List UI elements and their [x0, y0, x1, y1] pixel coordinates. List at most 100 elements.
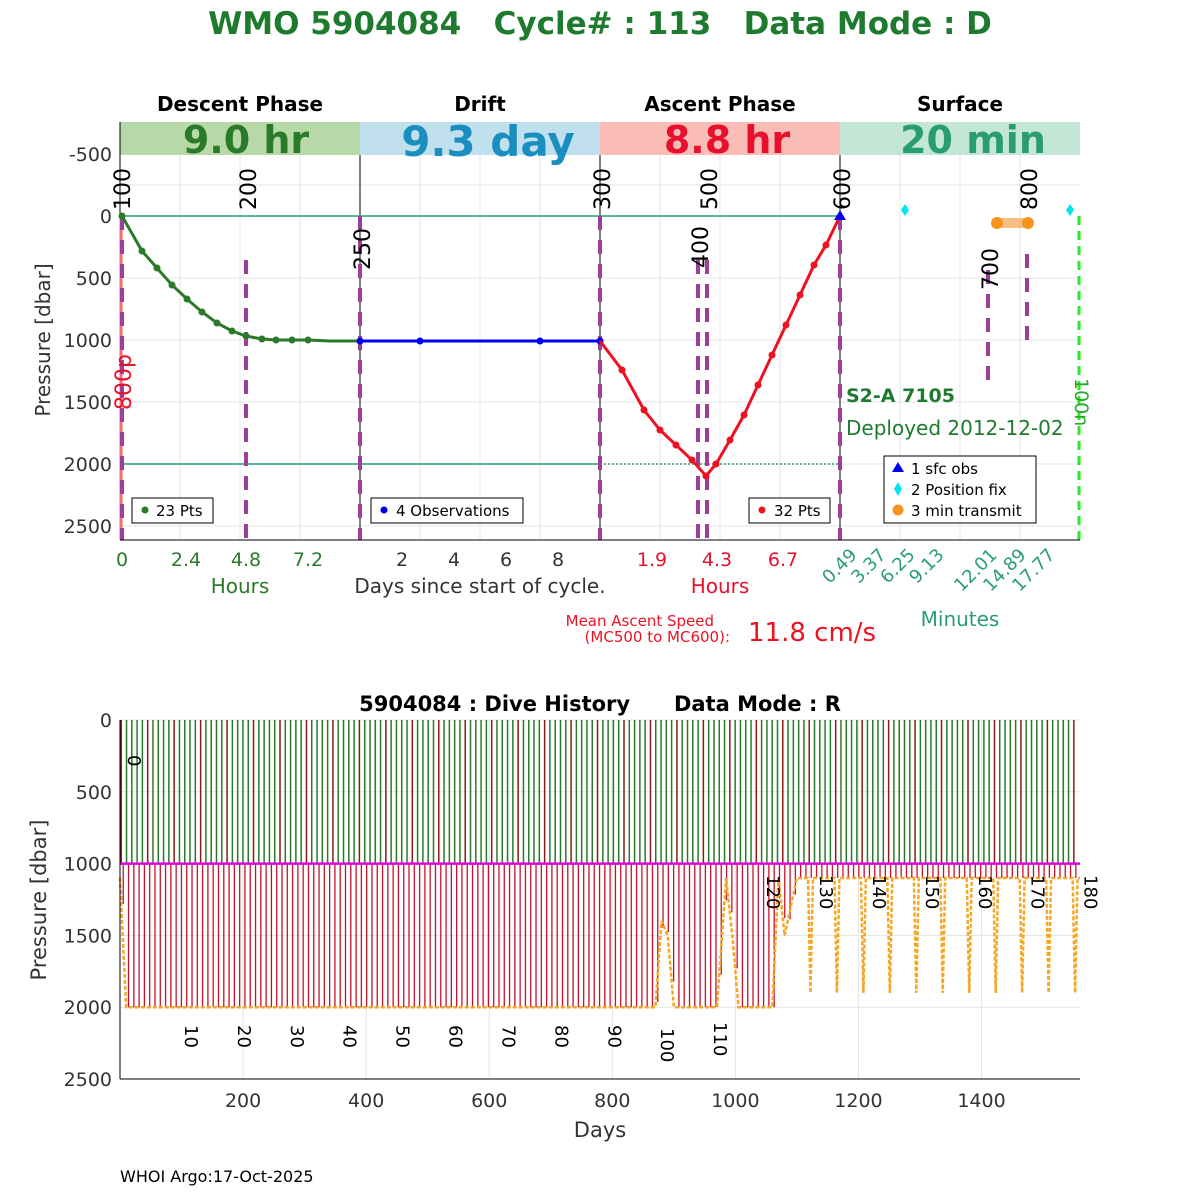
bottom-ytick: 0 [100, 710, 112, 732]
phase-descent-band [120, 122, 360, 155]
legend-descent-label: 23 Pts [156, 502, 203, 520]
ascent-point [754, 381, 762, 389]
bottom-xtick: 400 [348, 1090, 384, 1112]
cycle-label: 60 [445, 1025, 466, 1048]
xlabel-days: Days since start of cycle. [354, 574, 605, 598]
ascent-point [618, 366, 626, 374]
descent-point [258, 335, 266, 343]
legend-drift-label: 4 Observations [396, 502, 510, 520]
cycle-label: 100 [656, 1028, 677, 1062]
ascent-xtick: 4.3 [702, 549, 732, 571]
cycle-label: 30 [286, 1025, 307, 1048]
top-ytick: -500 [69, 144, 112, 166]
cycle-label: 0 [123, 755, 144, 766]
bottom-xtick: 800 [594, 1090, 630, 1112]
bottom-yticks: 0 500 1000 1500 2000 2500 [64, 710, 112, 1091]
cycle-label: 130 [815, 875, 836, 909]
marker-label-300: 300 [591, 168, 616, 210]
bottom-ytick: 1000 [64, 854, 112, 876]
descent-point [288, 336, 296, 344]
position-fix-marker [1066, 204, 1074, 216]
drift-point [536, 337, 544, 345]
position-fix-marker [901, 204, 909, 216]
cycle-label: 170 [1027, 875, 1048, 909]
phase-surface-title: Surface [917, 92, 1003, 116]
figure-title: WMO 5904084 Cycle# : 113 Data Mode : D [208, 6, 992, 42]
phase-descent-title: Descent Phase [157, 92, 323, 116]
descent-xtick: 2.4 [171, 549, 201, 571]
profile-pressure-line [118, 876, 1080, 1009]
ascent-point [712, 460, 720, 468]
cycle-label: 50 [392, 1025, 413, 1048]
descent-xtick: 7.2 [293, 549, 323, 571]
legend-ascent: 32 Pts [748, 497, 831, 524]
ascent-point [822, 241, 830, 249]
top-ytick: 500 [76, 268, 112, 290]
cycle-label: 180 [1080, 875, 1101, 909]
ascent-point [640, 406, 648, 414]
bottom-ytick: 500 [76, 782, 112, 804]
bottom-xtick: 1200 [834, 1090, 882, 1112]
cycle-label: 20 [233, 1025, 254, 1048]
bottom-panel: 5904084 : Dive History Data Mode : R 0 10… [27, 692, 1101, 1142]
bottom-xlabel: Days [574, 1118, 626, 1142]
cycle-label: 70 [497, 1025, 518, 1048]
legend-surface-label: 1 sfc obs [911, 460, 978, 478]
legend-surface-label: 2 Position fix [911, 481, 1007, 499]
marker-label-400: 400 [689, 226, 714, 268]
ascent-point [740, 411, 748, 419]
phase-drift-band [360, 122, 600, 155]
descent-point [198, 308, 206, 316]
drift-xtick: 6 [500, 549, 512, 571]
drift-xtick: 8 [552, 549, 564, 571]
descent-point [153, 264, 161, 272]
top-ytick: 2500 [64, 516, 112, 538]
right-side-label: 100n [1070, 378, 1092, 426]
phase-drift-duration: 9.3 day [401, 117, 575, 166]
bottom-xtick: 1000 [711, 1090, 759, 1112]
bottom-ytick: 2500 [64, 1069, 112, 1091]
legend-surface-label: 3 min transmit [911, 502, 1022, 520]
descent-curve [120, 215, 360, 343]
legend-drift: 4 Observations [370, 497, 524, 524]
drift-xtick: 2 [396, 549, 408, 571]
ascent-point [726, 436, 734, 444]
cycle-label: 80 [550, 1025, 571, 1048]
descent-xtick: 0 [116, 549, 128, 571]
top-ytick: 2000 [64, 454, 112, 476]
descent-point [138, 247, 146, 255]
top-panel: Descent Phase Drift Ascent Phase Surface… [31, 92, 1092, 648]
ascent-point [768, 351, 776, 359]
marker-label-500: 500 [698, 168, 723, 210]
legend-ascent-label: 32 Pts [774, 502, 821, 520]
phase-surface-band [840, 122, 1080, 155]
cycle-label: 90 [603, 1025, 624, 1048]
ascent-speed-label-1: Mean Ascent Speed [566, 612, 714, 630]
ascent-point [672, 441, 680, 449]
descent-point [183, 295, 191, 303]
marker-label-250: 250 [351, 228, 376, 270]
deployed-date: Deployed 2012-12-02 [846, 416, 1064, 440]
descent-point [118, 212, 126, 220]
descent-point [242, 332, 250, 340]
cycle-labels: 0 10 20 30 40 50 60 70 80 90 100 110 120 130 140 150 160… [123, 755, 1101, 1062]
phase-drift-title: Drift [454, 92, 506, 116]
legend-descent: 23 Pts [131, 497, 214, 524]
cycle-label: 160 [974, 875, 995, 909]
phase-ascent-band [600, 122, 840, 155]
ascent-point [782, 321, 790, 329]
sfc-obs-marker [834, 210, 846, 220]
cycle-label: 120 [762, 875, 783, 909]
drift-xtick: 4 [448, 549, 460, 571]
drift-point [416, 337, 424, 345]
descent-point [228, 327, 236, 335]
xlabel-hours-descent: Hours [211, 574, 270, 598]
float-type: S2-A 7105 [846, 385, 955, 407]
bottom-ytick: 1500 [64, 925, 112, 947]
cycle-label: 10 [180, 1025, 201, 1048]
descent-xtick: 4.8 [231, 549, 261, 571]
xlabel-hours-ascent: Hours [691, 574, 750, 598]
dive-lines [120, 720, 1077, 1008]
ascent-point [796, 291, 804, 299]
